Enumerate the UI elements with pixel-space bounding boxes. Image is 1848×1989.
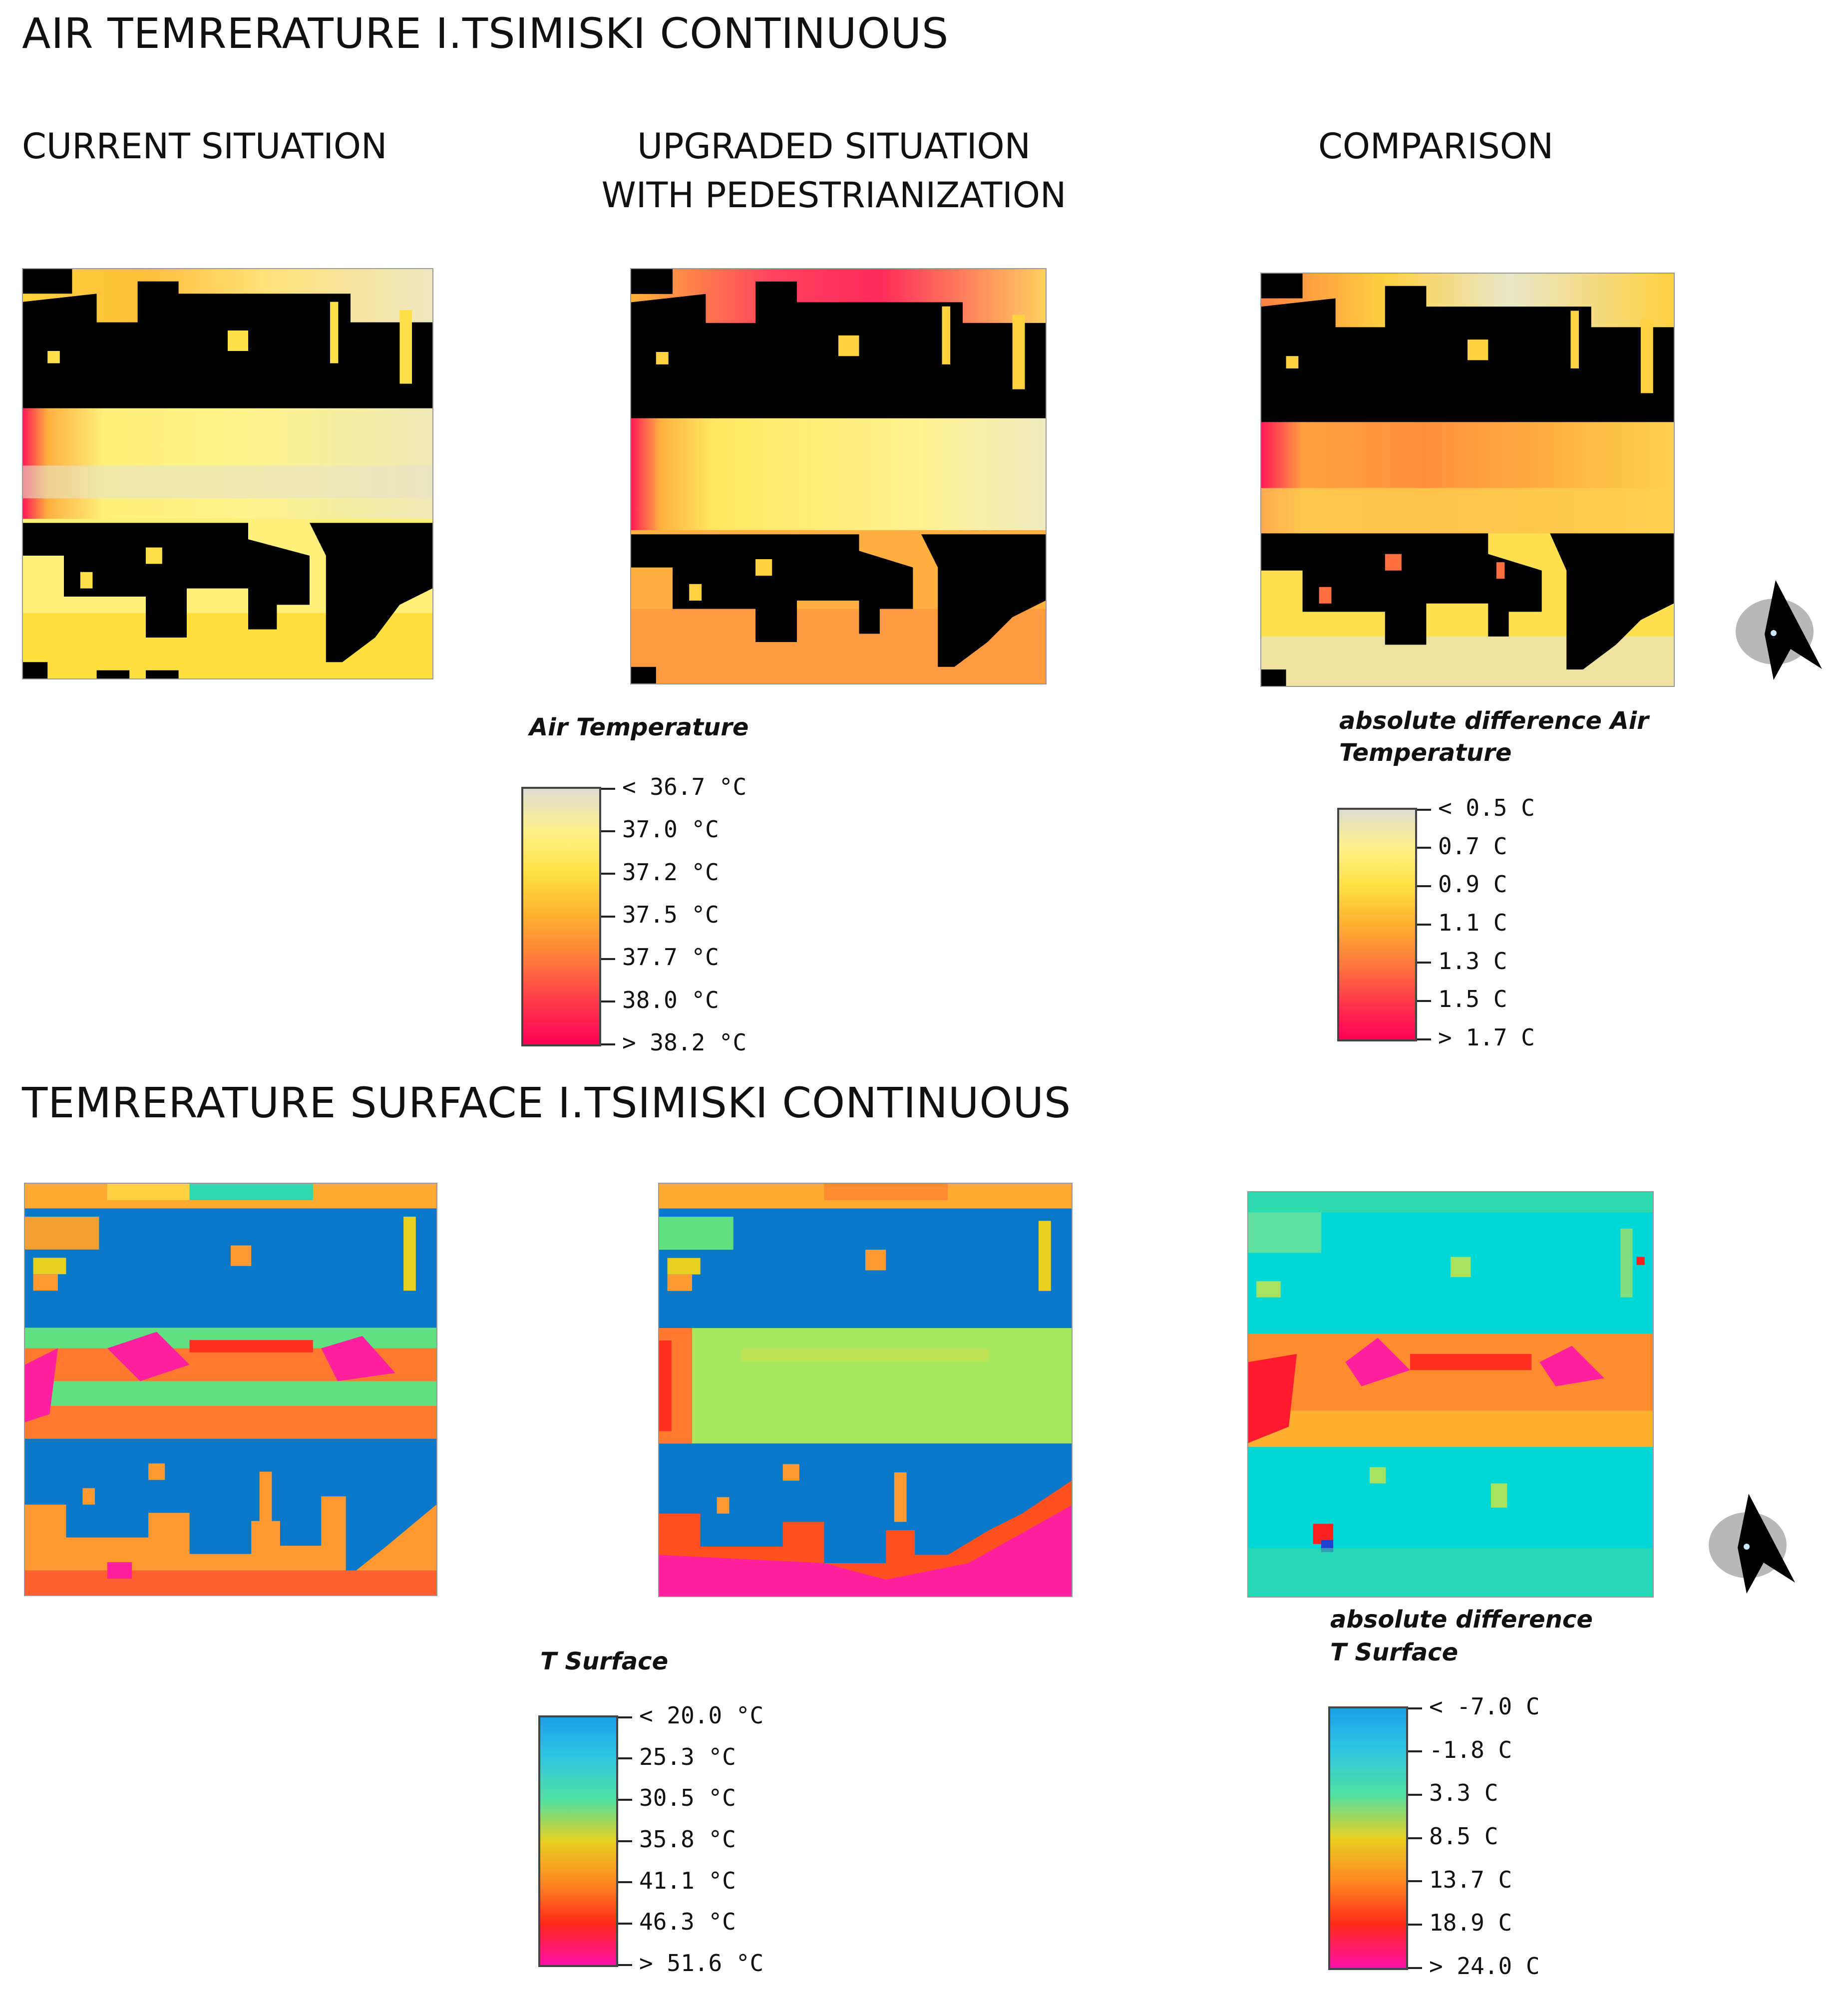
surface-legend-title: T Surface [540,1648,669,1675]
surface-legend-tick-label: > 51.6 °C [618,1951,763,1976]
column-title-upgraded-line2: WITH PEDESTRIANIZATION [601,175,1067,216]
surface-legend-tick-label: 25.3 °C [618,1744,736,1769]
air-diff-legend-tick-label: 1.1 C [1417,910,1507,935]
surface-diff-legend-tick-label: < -7.0 C [1408,1694,1540,1719]
surface-diff-legend-title-line2: T Surface [1330,1639,1459,1666]
surface-legend-tick-label: 30.5 °C [618,1785,736,1810]
air-diff-legend-tick-label: > 1.7 C [1417,1025,1535,1050]
surface-legend-tick-label: 35.8 °C [618,1827,736,1852]
air-legend-tick-label: 37.5 °C [601,902,719,927]
air-legend-tick-label: > 38.2 °C [601,1030,746,1055]
surface-section-title: TEMRERATURE SURFACE I.TSIMISKI CONTINUOU… [22,1078,1072,1127]
surface-diff-legend-tick-label: -1.8 C [1408,1737,1512,1762]
air-diff-legend-tick-label: 0.7 C [1417,834,1507,859]
surface-legend-tick-label: 46.3 °C [618,1909,736,1934]
air-legend-tick-label: 37.2 °C [601,860,719,885]
air-diff-legend-tick-label: < 0.5 C [1417,795,1535,820]
column-title-comparison: COMPARISON [1318,126,1554,167]
surface-legend-tick-label: 41.1 °C [618,1868,736,1893]
air-legend-tick-label: 37.0 °C [601,817,719,842]
air-legend-tick-label: 37.7 °C [601,945,719,970]
air-legend-tick-label: < 36.7 °C [601,774,746,799]
air-temperature-map-upgraded [630,268,1047,684]
surface-temperature-map-comparison [1247,1191,1654,1598]
column-title-current: CURRENT SITUATION [22,126,387,167]
surface-diff-legend-tick-label: > 24.0 C [1408,1954,1540,1979]
air-temperature-map-comparison [1260,273,1675,687]
surface-legend-tick-label: < 20.0 °C [618,1703,763,1728]
north-arrow-icon [1736,580,1822,680]
air-diff-legend-tick-label: 0.9 C [1417,872,1507,897]
air-temperature-map-current [22,268,433,679]
air-diff-legend-colorbar [1337,808,1417,1041]
surface-temperature-map-upgraded [658,1183,1073,1597]
surface-diff-legend-tick-label: 8.5 C [1408,1824,1498,1849]
air-diff-legend-title-line2: Temperature [1339,739,1512,767]
air-diff-legend-tick-label: 1.5 C [1417,987,1507,1011]
surface-temperature-map-current [24,1183,437,1596]
air-legend-tick-label: 38.0 °C [601,988,719,1012]
surface-diff-legend-tick-label: 3.3 C [1408,1780,1498,1805]
air-section-title: AIR TEMRERATURE I.TSIMISKI CONTINUOUS [22,9,949,58]
air-diff-legend-tick-label: 1.3 C [1417,949,1507,974]
surface-diff-legend-tick-label: 18.9 C [1408,1910,1512,1935]
air-diff-legend-title-line1: absolute difference Air [1339,707,1649,735]
surface-diff-legend-colorbar [1328,1706,1408,1970]
surface-diff-legend-tick-label: 13.7 C [1408,1867,1512,1892]
surface-diff-legend-title-line1: absolute difference [1330,1606,1593,1634]
north-arrow-icon [1709,1494,1795,1594]
air-legend-title: Air Temperature [529,713,749,741]
surface-legend-colorbar [538,1715,618,1967]
column-title-upgraded-line1: UPGRADED SITUATION [637,126,1031,167]
air-legend-colorbar [521,787,601,1046]
